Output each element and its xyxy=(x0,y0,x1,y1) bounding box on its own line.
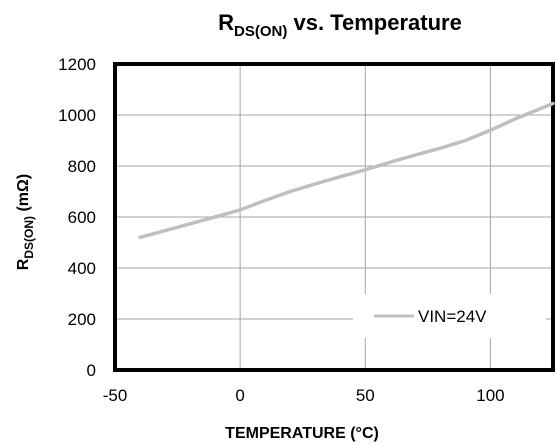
x-axis-title: TEMPERATURE (°C) xyxy=(225,425,379,442)
grid-lines xyxy=(115,64,553,370)
chart-title-main: R xyxy=(218,10,234,35)
y-tick-label: 1200 xyxy=(58,55,96,74)
y-axis-title-subscript: DS(ON) xyxy=(22,216,36,259)
series-layer xyxy=(138,101,555,240)
legend-label: VIN=24V xyxy=(418,307,487,326)
plot-frame xyxy=(113,62,555,372)
series-line-0 xyxy=(138,101,555,240)
plot-area: VIN=24V xyxy=(113,62,555,372)
chart-title: RDS(ON) vs. Temperature xyxy=(218,10,462,40)
y-tick-label: 600 xyxy=(68,208,96,227)
y-axis-ticks: 0 200 400 600 800 1000 1200 xyxy=(58,55,96,380)
x-axis-ticks: -50 0 50 100 xyxy=(103,386,505,405)
y-tick-label: 0 xyxy=(87,361,96,380)
legend: VIN=24V xyxy=(353,294,546,338)
x-tick-label: -50 xyxy=(103,386,128,405)
x-tick-label: 50 xyxy=(356,386,375,405)
chart-title-subscript: DS(ON) xyxy=(234,23,287,40)
x-tick-label: 0 xyxy=(235,386,244,405)
y-tick-label: 400 xyxy=(68,259,96,278)
y-tick-label: 800 xyxy=(68,157,96,176)
y-axis-title-rest: (mΩ) xyxy=(15,174,32,216)
x-tick-label: 100 xyxy=(476,386,504,405)
y-tick-label: 200 xyxy=(68,310,96,329)
y-axis-title-main: R xyxy=(15,258,32,270)
chart-title-rest: vs. Temperature xyxy=(287,10,461,35)
y-tick-label: 1000 xyxy=(58,106,96,125)
y-axis-title: RDS(ON) (mΩ) xyxy=(15,174,36,270)
